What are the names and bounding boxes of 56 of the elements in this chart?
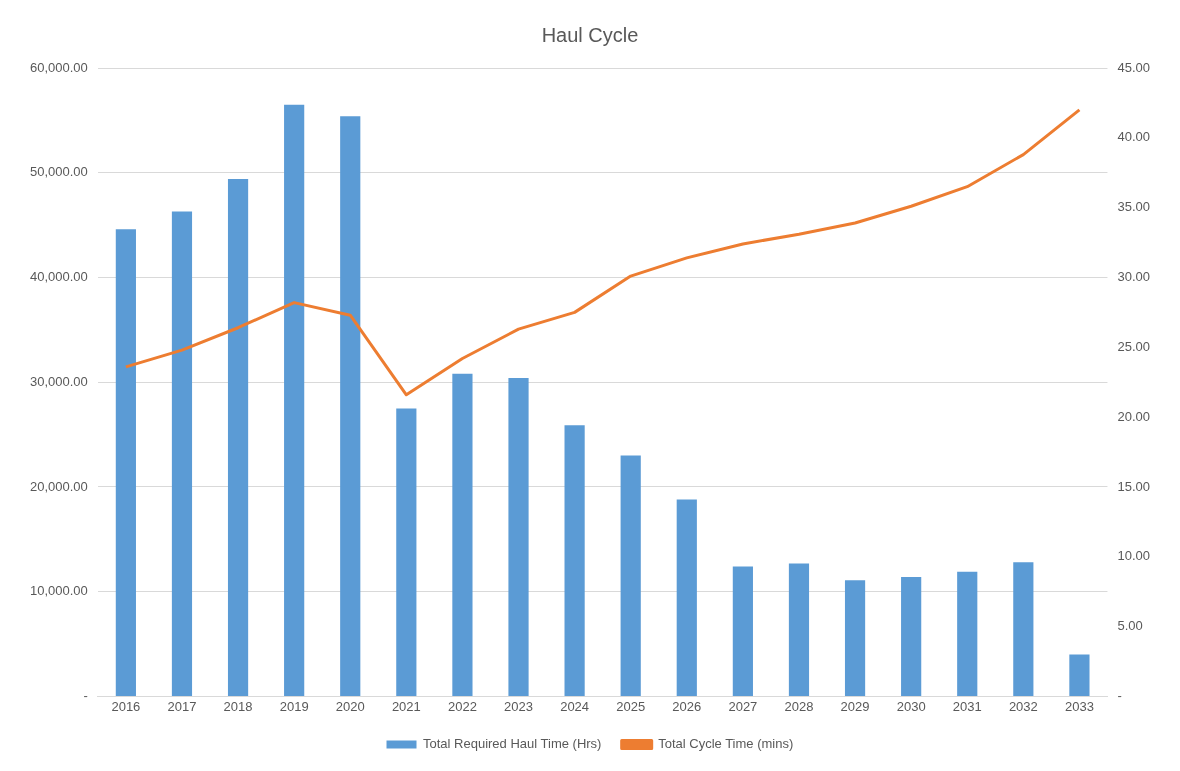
bar — [844, 580, 866, 696]
chart-title: Haul Cycle — [541, 23, 639, 46]
bar — [1013, 562, 1034, 696]
y2-tick-label: 35.00 — [1117, 199, 1151, 215]
y-tick-label: 20,000.00 — [29, 478, 88, 494]
y-tick-label: 60,000.00 — [29, 59, 88, 75]
y2-tick-label: - — [1117, 687, 1122, 703]
bar — [171, 211, 193, 696]
x-tick-label: 2016 — [111, 698, 141, 714]
y2-tick-label: 10.00 — [1117, 548, 1151, 564]
x-tick-label: 2023 — [504, 698, 533, 714]
x-tick-label: 2026 — [672, 698, 702, 714]
y2-tick-label: 45.00 — [1117, 59, 1151, 75]
x-tick-label: 2019 — [279, 698, 309, 714]
y-tick-label: 10,000.00 — [29, 583, 88, 599]
y2-tick-label: 15.00 — [1117, 478, 1151, 494]
bar — [452, 373, 473, 696]
x-tick-label: 2020 — [335, 698, 365, 714]
bar — [901, 577, 922, 696]
x-tick-label: 2032 — [1008, 698, 1038, 714]
y2-tick-label: 20.00 — [1117, 408, 1151, 424]
x-tick-label: 2029 — [840, 698, 870, 714]
x-tick-label: 2017 — [167, 698, 197, 714]
bar — [564, 425, 585, 696]
y2-tick-label: 30.00 — [1117, 269, 1151, 285]
x-tick-label: 2027 — [728, 698, 758, 714]
bar — [115, 229, 136, 696]
bar — [1069, 654, 1090, 696]
x-tick-label: 2025 — [616, 698, 646, 714]
bar — [788, 563, 810, 696]
y-tick-label: - — [83, 687, 88, 703]
bar — [620, 455, 641, 696]
y2-tick-label: 40.00 — [1117, 129, 1151, 145]
bar — [396, 408, 417, 696]
y-tick-label: 40,000.00 — [29, 269, 88, 285]
x-tick-label: 2022 — [447, 698, 477, 714]
x-tick-label: 2033 — [1064, 698, 1094, 714]
x-tick-label: 2030 — [896, 698, 926, 714]
bar — [227, 179, 249, 696]
y-tick-label: 50,000.00 — [29, 164, 88, 180]
x-tick-label: 2024 — [560, 698, 590, 714]
y2-tick-label: 25.00 — [1117, 338, 1151, 354]
bar — [732, 566, 753, 696]
bar — [340, 116, 361, 696]
legend-label: Total Cycle Time (mins) — [658, 736, 794, 752]
bar — [957, 571, 978, 696]
x-tick-label: 2018 — [223, 698, 253, 714]
bar — [508, 378, 529, 696]
y2-tick-label: 5.00 — [1117, 618, 1143, 634]
x-tick-label: 2028 — [784, 698, 814, 714]
bar — [284, 104, 305, 696]
x-tick-label: 2021 — [391, 698, 421, 714]
legend-label: Total Required Haul Time (Hrs) — [423, 736, 602, 752]
y-tick-label: 30,000.00 — [29, 373, 88, 389]
x-tick-label: 2031 — [952, 698, 982, 714]
bar — [676, 499, 697, 696]
